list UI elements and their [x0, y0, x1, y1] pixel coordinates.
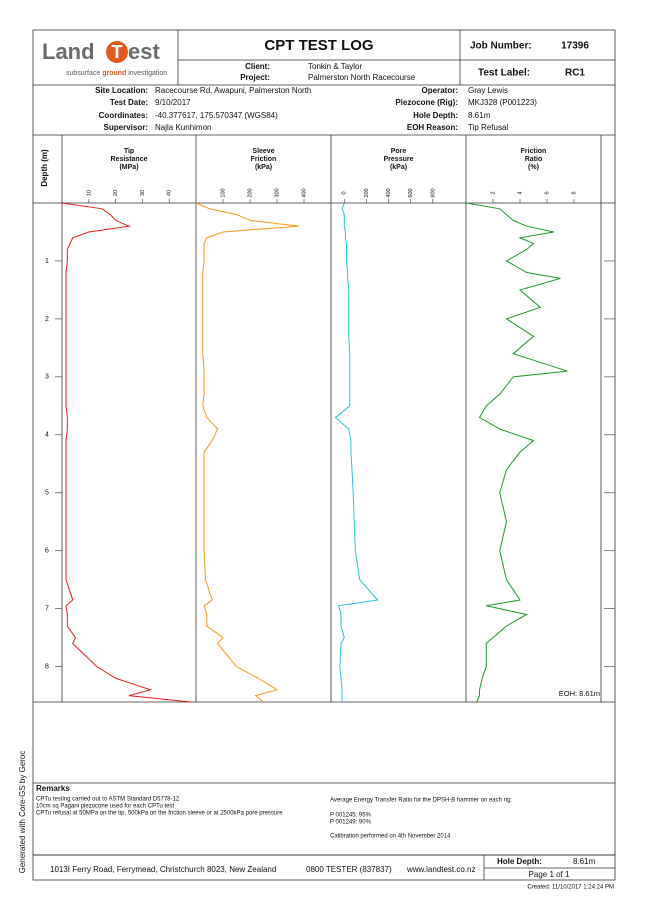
- column-title: Ratio: [525, 156, 543, 163]
- data-line: [195, 202, 299, 703]
- info-label: Piezocone (Rig):: [395, 98, 458, 107]
- info-value: MKJ328 (P001223): [468, 98, 537, 107]
- data-line: [465, 202, 568, 703]
- logo-text: T: [112, 42, 123, 62]
- x-tick-label: 800: [430, 188, 436, 197]
- x-tick-label: 200: [247, 188, 253, 197]
- remarks-text: CPTu testing carried out to ASTM Standar…: [36, 797, 180, 803]
- remarks-text: P 001245: 95%: [330, 813, 372, 819]
- info-value: 8.61m: [468, 111, 491, 120]
- info-value: Gray Lewis: [468, 86, 508, 95]
- x-tick-label: 100: [220, 188, 226, 197]
- x-tick-label: 2: [490, 191, 496, 194]
- y-tick-label: 3: [45, 374, 49, 381]
- hole-depth: 8.61m: [573, 857, 596, 866]
- y-tick-label: 4: [45, 432, 49, 439]
- footer-frame: [32, 854, 616, 881]
- project: Palmerston North Racecourse: [308, 73, 416, 82]
- page-number: Page 1 of 1: [529, 870, 570, 879]
- info-value: -40.377617, 175.570347 (WGS84): [155, 111, 278, 120]
- info-label: Supervisor:: [104, 123, 148, 132]
- project-label: Project:: [240, 73, 270, 82]
- y-tick-label: 1: [45, 258, 49, 265]
- remarks-text: 10cm sq Pagani piezocone used for each C…: [36, 804, 175, 810]
- page-title: CPT TEST LOG: [264, 37, 373, 54]
- x-tick-label: 40: [167, 190, 173, 196]
- x-tick-label: 300: [274, 188, 280, 197]
- logo: Land T est subsurface ground investigati…: [42, 39, 167, 77]
- x-tick-label: 200: [364, 188, 370, 197]
- info-label: Hole Depth:: [413, 111, 458, 120]
- y-tick-label: 5: [45, 490, 49, 497]
- column-title: Pore: [391, 148, 407, 155]
- column-title: Tip: [124, 148, 134, 155]
- client: Tonkin & Taylor: [308, 62, 362, 71]
- info-value: 9/10/2017: [155, 98, 191, 107]
- column-title: (%): [528, 164, 539, 171]
- logo-circle: [106, 41, 128, 63]
- column-title: Resistance: [111, 156, 148, 163]
- column-title: (kPa): [255, 164, 272, 171]
- data-line: [61, 202, 191, 703]
- logo-text: Land: [42, 39, 95, 64]
- y-tick-label: 2: [45, 316, 49, 323]
- info-value: Tip Refusal: [468, 123, 508, 132]
- x-tick-label: 6: [544, 191, 550, 194]
- tagline-part: investigation: [126, 70, 167, 77]
- column-title: (MPa): [119, 164, 138, 171]
- column-title: Pressure: [384, 156, 414, 163]
- logo-tagline: subsurface ground investigation: [66, 70, 167, 77]
- y-tick-label: 8: [45, 663, 49, 670]
- job-number: 17396: [561, 41, 589, 52]
- remarks-text: CPTu refusal at 50MPa on the tip, 500kPa…: [36, 811, 283, 817]
- test-label: RC1: [565, 68, 585, 79]
- remarks-title: Remarks: [36, 784, 70, 793]
- job-number-label: Job Number:: [470, 41, 532, 52]
- data-line: [334, 202, 379, 702]
- phone: 0800 TESTER (837837): [306, 865, 392, 874]
- logo-text: est: [128, 39, 160, 64]
- x-tick-label: 4: [517, 191, 523, 194]
- generated-note: Generated with Core-GS by Geroc: [18, 751, 27, 874]
- test-label-label: Test Label:: [478, 68, 530, 79]
- y-tick-label: 7: [45, 606, 49, 613]
- column-title: Friction: [521, 148, 547, 155]
- x-tick-label: 30: [140, 190, 146, 196]
- x-tick-label: 0: [342, 191, 348, 194]
- info-value: Racecourse Rd, Awapuni, Palmerston North: [155, 86, 311, 95]
- column-title: Friction: [251, 156, 277, 163]
- x-tick-label: 20: [113, 190, 119, 196]
- remarks-text: P 001249: 90%: [330, 820, 372, 826]
- website: www.landtest.co.nz: [406, 865, 475, 874]
- address: 1013I Ferry Road, Ferrymead, Christchurc…: [50, 865, 276, 874]
- created: Created: 11/10/2017 1:24:24 PM: [527, 885, 614, 891]
- tagline-part: ground: [102, 70, 126, 77]
- client-label: Client:: [245, 62, 270, 71]
- eoh-label: EOH: 8.61m: [559, 689, 600, 698]
- tagline-part: subsurface: [66, 70, 102, 77]
- column-title: (kPa): [390, 164, 407, 171]
- x-tick-label: 600: [408, 188, 414, 197]
- y-tick-label: 6: [45, 548, 49, 555]
- remarks-text: Calibration performed on 4th November 20…: [330, 834, 451, 840]
- column-title: Sleeve: [252, 148, 274, 155]
- info-label: Test Date:: [110, 98, 148, 107]
- x-tick-label: 400: [386, 188, 392, 197]
- info-label: Operator:: [422, 86, 458, 95]
- remarks-text: Average Energy Transfer Ratio for the DP…: [330, 798, 512, 804]
- info-value: Najla Kunhimon: [155, 123, 211, 132]
- info-label: Coordinates:: [99, 111, 148, 120]
- info-label: EOH Reason:: [407, 123, 458, 132]
- x-tick-label: 8: [571, 191, 577, 194]
- depth-axis-label: Depth (m): [40, 149, 49, 187]
- hole-depth-label: Hole Depth:: [497, 857, 542, 866]
- x-tick-label: 10: [86, 190, 92, 196]
- info-label: Site Location:: [95, 86, 148, 95]
- x-tick-label: 400: [301, 188, 307, 197]
